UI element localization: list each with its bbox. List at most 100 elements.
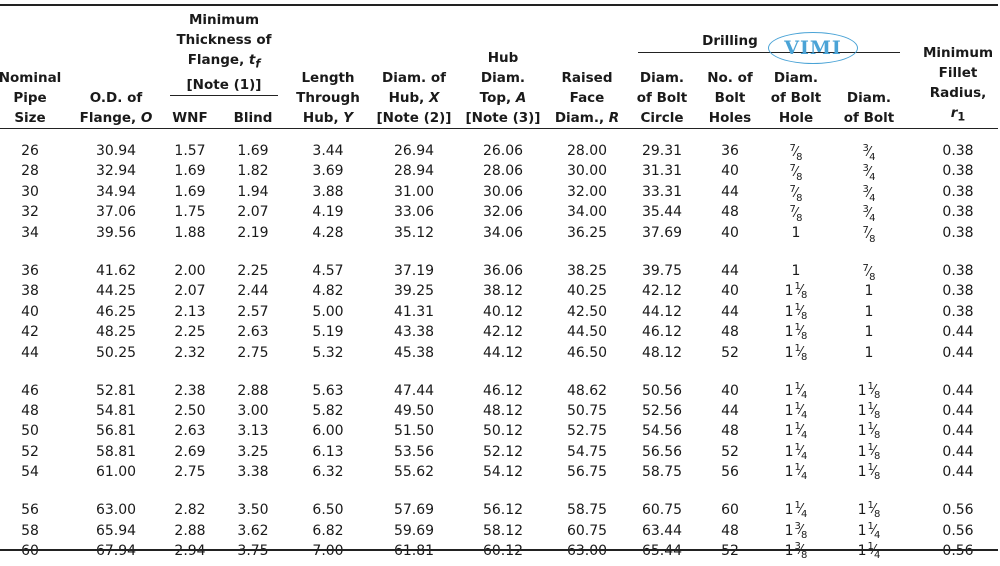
table-cell-nholes: 40 xyxy=(721,283,739,300)
table-cell-length: 4.82 xyxy=(312,283,344,300)
table-cell-nps: 28 xyxy=(21,163,39,180)
table-cell-od: 63.00 xyxy=(95,502,137,519)
table-cell-blind: 3.13 xyxy=(237,423,269,440)
table-cell-length: 6.32 xyxy=(312,464,344,481)
table-cell-nps: 60 xyxy=(21,543,39,560)
column-header-length: Length Through Hub, Y xyxy=(296,70,360,126)
table-cell-blind: 1.69 xyxy=(237,143,269,159)
table-cell-bc: 35.44 xyxy=(641,204,683,221)
table-cell-hubx: 51.50 xyxy=(393,423,435,440)
table-cell-bc: 44.12 xyxy=(641,303,683,320)
table-cell-hole: 7 ⁄ 8 xyxy=(789,163,803,184)
table-cell-nps: 46 xyxy=(21,382,39,399)
table-cell-fillet: 0.44 xyxy=(942,402,974,419)
table-cell-huba: 50.12 xyxy=(482,423,524,440)
table-cell-hole: 13⁄8 xyxy=(784,541,808,562)
table-cell-nholes: 44 xyxy=(721,183,739,200)
column-header-wnf: WNF xyxy=(172,110,208,126)
table-cell-rf: 52.75 xyxy=(566,423,608,440)
table-cell-nps: 56 xyxy=(21,502,39,519)
table-cell-huba: 34.06 xyxy=(482,224,524,241)
table-cell-rf: 42.50 xyxy=(566,303,608,320)
table-cell-nholes: 44 xyxy=(721,402,739,419)
table-cell-huba: 44.12 xyxy=(482,344,524,361)
table-cell-rf: 46.50 xyxy=(566,344,608,361)
table-cell-wnf: 1.69 xyxy=(174,163,206,180)
table-cell-fillet: 0.44 xyxy=(942,423,974,440)
table-cell-bolt: 3 ⁄ 4 xyxy=(862,163,876,184)
table-cell-length: 4.19 xyxy=(312,204,344,221)
table-cell-fillet: 0.56 xyxy=(942,522,974,539)
table-cell-length: 6.00 xyxy=(312,423,344,440)
table-cell-nps: 48 xyxy=(21,402,39,419)
table-cell-bolt: 7 ⁄ 8 xyxy=(862,224,876,245)
table-cell-fillet: 0.38 xyxy=(942,183,974,200)
table-cell-wnf: 1.88 xyxy=(174,224,206,241)
table-cell-length: 3.44 xyxy=(312,143,344,159)
table-cell-bolt: 7 ⁄ 8 xyxy=(862,262,876,283)
table-cell-hubx: 61.81 xyxy=(393,543,435,560)
table-cell-hubx: 55.62 xyxy=(393,464,435,481)
table-cell-huba: 30.06 xyxy=(482,183,524,200)
table-cell-wnf: 2.88 xyxy=(174,522,206,539)
table-cell-huba: 52.12 xyxy=(482,443,524,460)
table-cell-huba: 54.12 xyxy=(482,464,524,481)
table-cell-hole: 1 xyxy=(791,262,801,279)
table-cell-hole: 1 1 ⁄ 4 xyxy=(784,421,808,442)
table-cell-bc: 37.69 xyxy=(641,224,683,241)
table-cell-huba: 46.12 xyxy=(482,382,524,399)
table-cell-hubx: 35.12 xyxy=(393,224,435,241)
table-cell-rf: 36.25 xyxy=(566,224,608,241)
table-cell-wnf: 2.38 xyxy=(174,382,206,399)
table-cell-length: 3.88 xyxy=(312,183,344,200)
table-cell-wnf: 2.32 xyxy=(174,344,206,361)
table-cell-bc: 29.31 xyxy=(641,143,683,159)
table-cell-bolt: 1 1 ⁄ 8 xyxy=(857,462,881,483)
table-cell-bolt: 1 xyxy=(864,303,874,320)
table-cell-nps: 44 xyxy=(21,344,39,361)
table-cell-length: 6.13 xyxy=(312,443,344,460)
table-cell-rf: 50.75 xyxy=(566,402,608,419)
table-cell-bolt: 1 1 ⁄ 8 xyxy=(857,500,881,521)
table-cell-nps: 50 xyxy=(21,423,39,440)
header-minimum-thickness: Minimum Thickness of Flange, tf [Note (1)] xyxy=(176,12,272,93)
table-cell-nholes: 52 xyxy=(721,443,739,460)
table-bottom-rule xyxy=(0,549,998,551)
table-cell-hubx: 49.50 xyxy=(393,402,435,419)
table-cell-nholes: 40 xyxy=(721,163,739,180)
table-cell-nps: 38 xyxy=(21,283,39,300)
table-cell-nholes: 48 xyxy=(721,522,739,539)
table-cell-od: 58.81 xyxy=(95,443,137,460)
table-cell-fillet: 0.38 xyxy=(942,163,974,180)
table-cell-hubx: 53.56 xyxy=(393,443,435,460)
column-header-od: O.D. of Flange, O xyxy=(79,90,153,126)
table-cell-blind: 2.07 xyxy=(237,204,269,221)
table-cell-hole: 1 1 ⁄ 4 xyxy=(784,500,808,521)
table-cell-nholes: 40 xyxy=(721,382,739,399)
table-cell-nps: 36 xyxy=(21,262,39,279)
table-cell-nholes: 48 xyxy=(721,423,739,440)
table-cell-wnf: 1.75 xyxy=(174,204,206,221)
table-cell-nholes: 44 xyxy=(721,303,739,320)
table-cell-length: 4.57 xyxy=(312,262,344,279)
table-cell-od: 34.94 xyxy=(95,183,137,200)
table-cell-nps: 34 xyxy=(21,224,39,241)
table-cell-bolt: 11⁄4 xyxy=(857,541,881,562)
table-cell-od: 61.00 xyxy=(95,464,137,481)
table-cell-blind: 2.25 xyxy=(237,262,269,279)
table-cell-rf: 38.25 xyxy=(566,262,608,279)
table-cell-hole: 7 ⁄ 8 xyxy=(789,143,803,163)
table-cell-bolt: 3 ⁄ 4 xyxy=(862,183,876,204)
table-cell-wnf: 2.94 xyxy=(174,543,206,560)
header-drilling: Drilling xyxy=(702,33,758,49)
table-cell-bolt: 3 ⁄ 4 xyxy=(862,204,876,225)
table-cell-bolt: 1 1 ⁄ 8 xyxy=(857,380,881,401)
thickness-group-rule xyxy=(170,95,278,96)
table-cell-fillet: 0.44 xyxy=(942,443,974,460)
table-cell-nps: 42 xyxy=(21,324,39,341)
table-cell-bc: 63.44 xyxy=(641,522,683,539)
table-cell-fillet: 0.56 xyxy=(942,502,974,519)
column-header-rf: Raised Face Diam., R xyxy=(554,70,620,126)
table-cell-bolt: 1 xyxy=(864,344,874,361)
